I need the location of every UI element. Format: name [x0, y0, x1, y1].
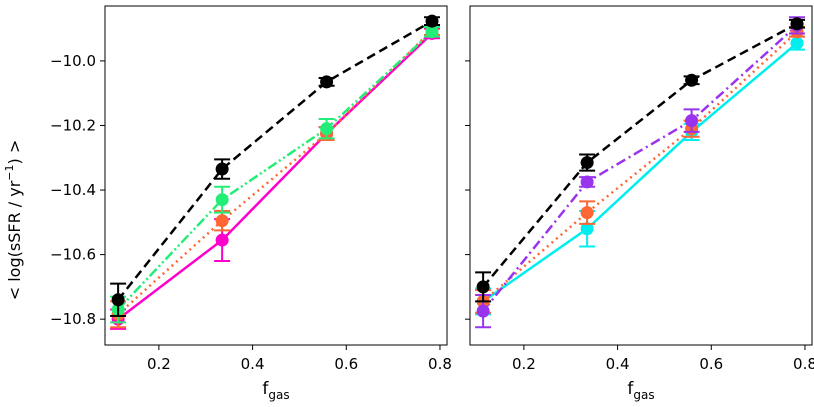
x-axis-label: fgas: [627, 379, 654, 402]
y-axis-label-sup: −1: [3, 164, 16, 180]
data-point-green: [215, 193, 229, 207]
x-tick-label: 0.8: [428, 355, 452, 373]
series-line-green: [117, 30, 433, 311]
y-tick-label: −10.8: [50, 310, 96, 328]
x-axis-label-sub: gas: [633, 388, 654, 402]
axes-frame: [469, 5, 813, 346]
data-point-black: [111, 293, 125, 307]
y-axis-label-main: < log(sSFR / yr: [5, 180, 24, 300]
y-axis-label: < log(sSFR / yr−1) >: [3, 140, 24, 301]
data-point-black: [790, 17, 804, 31]
data-point-orange: [580, 206, 594, 220]
data-point-purple: [580, 175, 594, 189]
data-point-black: [425, 14, 439, 28]
panel-right: 0.2 0.4 0.6 0.8 fgas: [465, 5, 814, 402]
data-point-green: [320, 122, 334, 136]
x-axis-label-main: f: [627, 379, 634, 399]
series-line-orange: [117, 29, 433, 316]
series-line-purple: [482, 24, 798, 312]
data-point-black: [215, 162, 229, 176]
x-tick-label: 0.2: [512, 355, 536, 373]
data-point-cyan: [790, 36, 804, 50]
data-point-black: [476, 280, 490, 294]
y-tick-label: −10.4: [50, 181, 96, 199]
panel-left: 0.2 0.4 0.6 0.8 −10.8 −10.6 −10.4 −10.2 −10.0 fga…: [50, 5, 452, 402]
x-axis-label-main: f: [262, 379, 269, 399]
data-point-purple: [476, 304, 490, 318]
data-point-black: [320, 75, 334, 89]
series-line-cyan: [482, 42, 798, 303]
x-tick-label: 0.2: [147, 355, 171, 373]
data-point-black: [685, 73, 699, 87]
x-tick-label: 0.4: [241, 355, 265, 373]
x-tick-label: 0.8: [793, 355, 814, 373]
x-axis-label: fgas: [262, 379, 289, 402]
data-point-purple: [685, 114, 699, 128]
x-tick-label: 0.6: [334, 355, 358, 373]
x-tick-label: 0.4: [606, 355, 630, 373]
x-tick-label: 0.6: [699, 355, 723, 373]
axes-frame: [104, 5, 448, 346]
y-axis-label-end: ) >: [5, 140, 24, 165]
series-line-black: [482, 22, 798, 288]
y-tick-label: −10.0: [50, 52, 96, 70]
data-point-orange: [215, 214, 229, 228]
data-point-magenta: [215, 233, 229, 247]
y-tick-label: −10.6: [50, 246, 96, 264]
x-axis-label-sub: gas: [268, 388, 289, 402]
series-line-magenta: [117, 32, 433, 321]
data-point-black: [580, 156, 594, 170]
series-line-orange: [482, 30, 798, 303]
data-point-green: [425, 25, 439, 39]
data-point-cyan: [580, 222, 594, 236]
y-tick-label: −10.2: [50, 116, 96, 134]
